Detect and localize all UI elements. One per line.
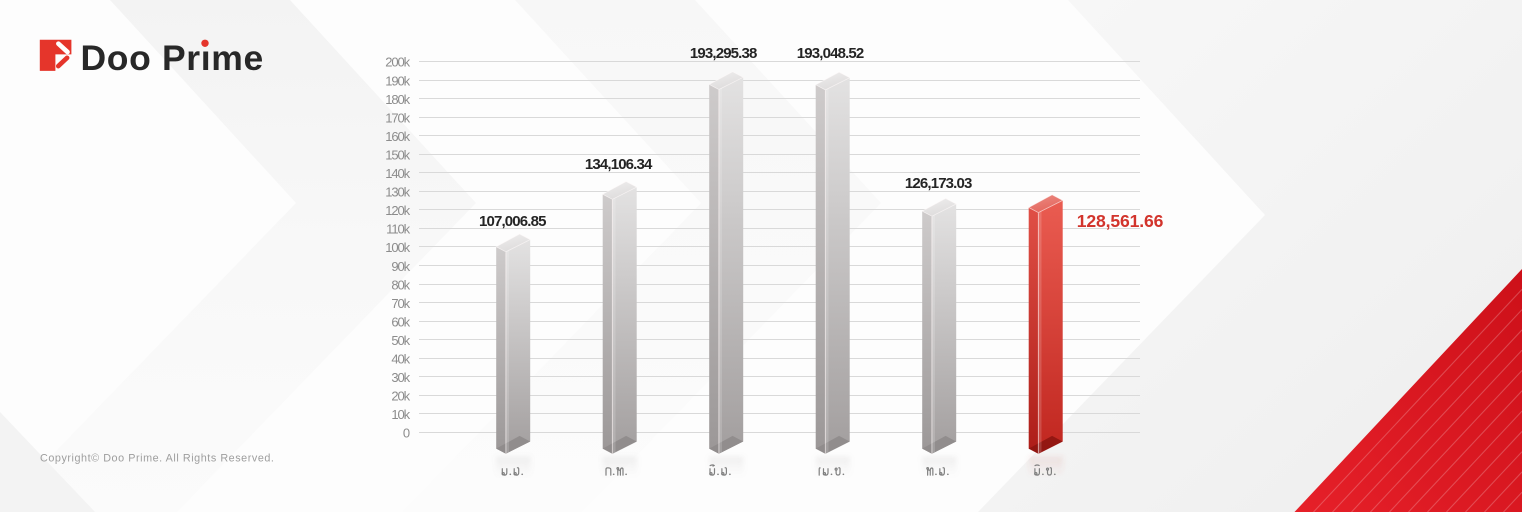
svg-text:128,561.66: 128,561.66 (1077, 211, 1164, 231)
svg-text:190k: 190k (385, 73, 410, 88)
svg-text:0: 0 (403, 426, 410, 441)
svg-text:160k: 160k (385, 129, 410, 144)
svg-text:Doo Prıme: Doo Prıme (81, 38, 264, 78)
svg-text:180k: 180k (385, 92, 410, 107)
svg-text:20k: 20k (391, 389, 410, 404)
svg-text:40k: 40k (391, 352, 410, 367)
svg-text:100k: 100k (385, 240, 410, 255)
svg-text:107,006.85: 107,006.85 (479, 213, 546, 230)
svg-text:134,106.34: 134,106.34 (585, 156, 653, 173)
svg-text:80k: 80k (391, 277, 410, 292)
svg-text:70k: 70k (391, 296, 410, 311)
svg-text:Copyright© Doo Prime. All Righ: Copyright© Doo Prime. All Rights Reserve… (40, 453, 274, 465)
svg-text:60k: 60k (391, 314, 410, 329)
svg-text:110k: 110k (386, 222, 410, 237)
svg-text:90k: 90k (391, 259, 410, 274)
svg-text:126,173.03: 126,173.03 (905, 175, 972, 192)
svg-text:193,048.52: 193,048.52 (797, 45, 864, 62)
svg-text:140k: 140k (385, 166, 410, 181)
svg-text:200k: 200k (385, 55, 410, 70)
svg-text:30k: 30k (391, 370, 410, 385)
svg-text:10k: 10k (391, 407, 410, 422)
svg-text:120k: 120k (385, 203, 410, 218)
svg-text:193,295.38: 193,295.38 (690, 45, 757, 62)
svg-text:50k: 50k (391, 333, 410, 348)
svg-text:150k: 150k (385, 147, 410, 162)
svg-text:170k: 170k (385, 110, 410, 125)
svg-text:130k: 130k (385, 185, 410, 200)
